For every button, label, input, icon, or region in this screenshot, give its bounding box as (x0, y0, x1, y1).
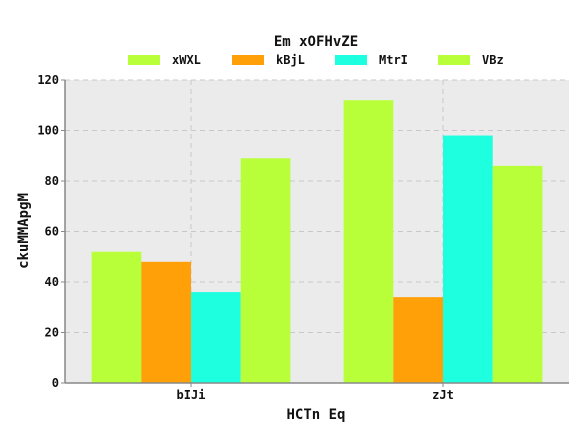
legend-swatch (232, 55, 264, 65)
y-tick-label: 20 (45, 326, 59, 340)
y-tick-label: 0 (52, 376, 59, 390)
y-tick-label: 60 (45, 225, 59, 239)
bar (191, 292, 241, 383)
x-tick-label: bIJi (177, 388, 206, 402)
y-tick-label: 120 (37, 73, 59, 87)
legend-label: kBjL (276, 53, 305, 67)
legend-label: MtrI (379, 53, 408, 67)
bar (240, 158, 291, 383)
bar (343, 100, 394, 383)
legend-swatch (128, 55, 160, 65)
y-tick-label: 80 (45, 174, 59, 188)
legend-label: xWXL (172, 53, 201, 67)
bar (443, 135, 493, 383)
bar (91, 251, 142, 383)
bars (91, 100, 543, 383)
legend: xWXL kBjL MtrI VBz (128, 53, 504, 67)
y-tick-label: 100 (37, 124, 59, 138)
bar (141, 261, 191, 383)
axes: bIJi zJt 0 20 40 60 80 100 120 (37, 73, 569, 402)
bar (393, 297, 443, 383)
bar (492, 165, 543, 383)
legend-swatch (335, 55, 367, 65)
chart-title: Em xOFHvZE (274, 34, 358, 50)
legend-swatch (438, 55, 470, 65)
legend-label: VBz (482, 53, 504, 67)
y-axis-label: ckuMMApgM (16, 193, 32, 269)
x-axis-label: HCTn Eq (286, 407, 345, 423)
y-tick-label: 40 (45, 275, 59, 289)
x-tick-label: zJt (432, 388, 454, 402)
